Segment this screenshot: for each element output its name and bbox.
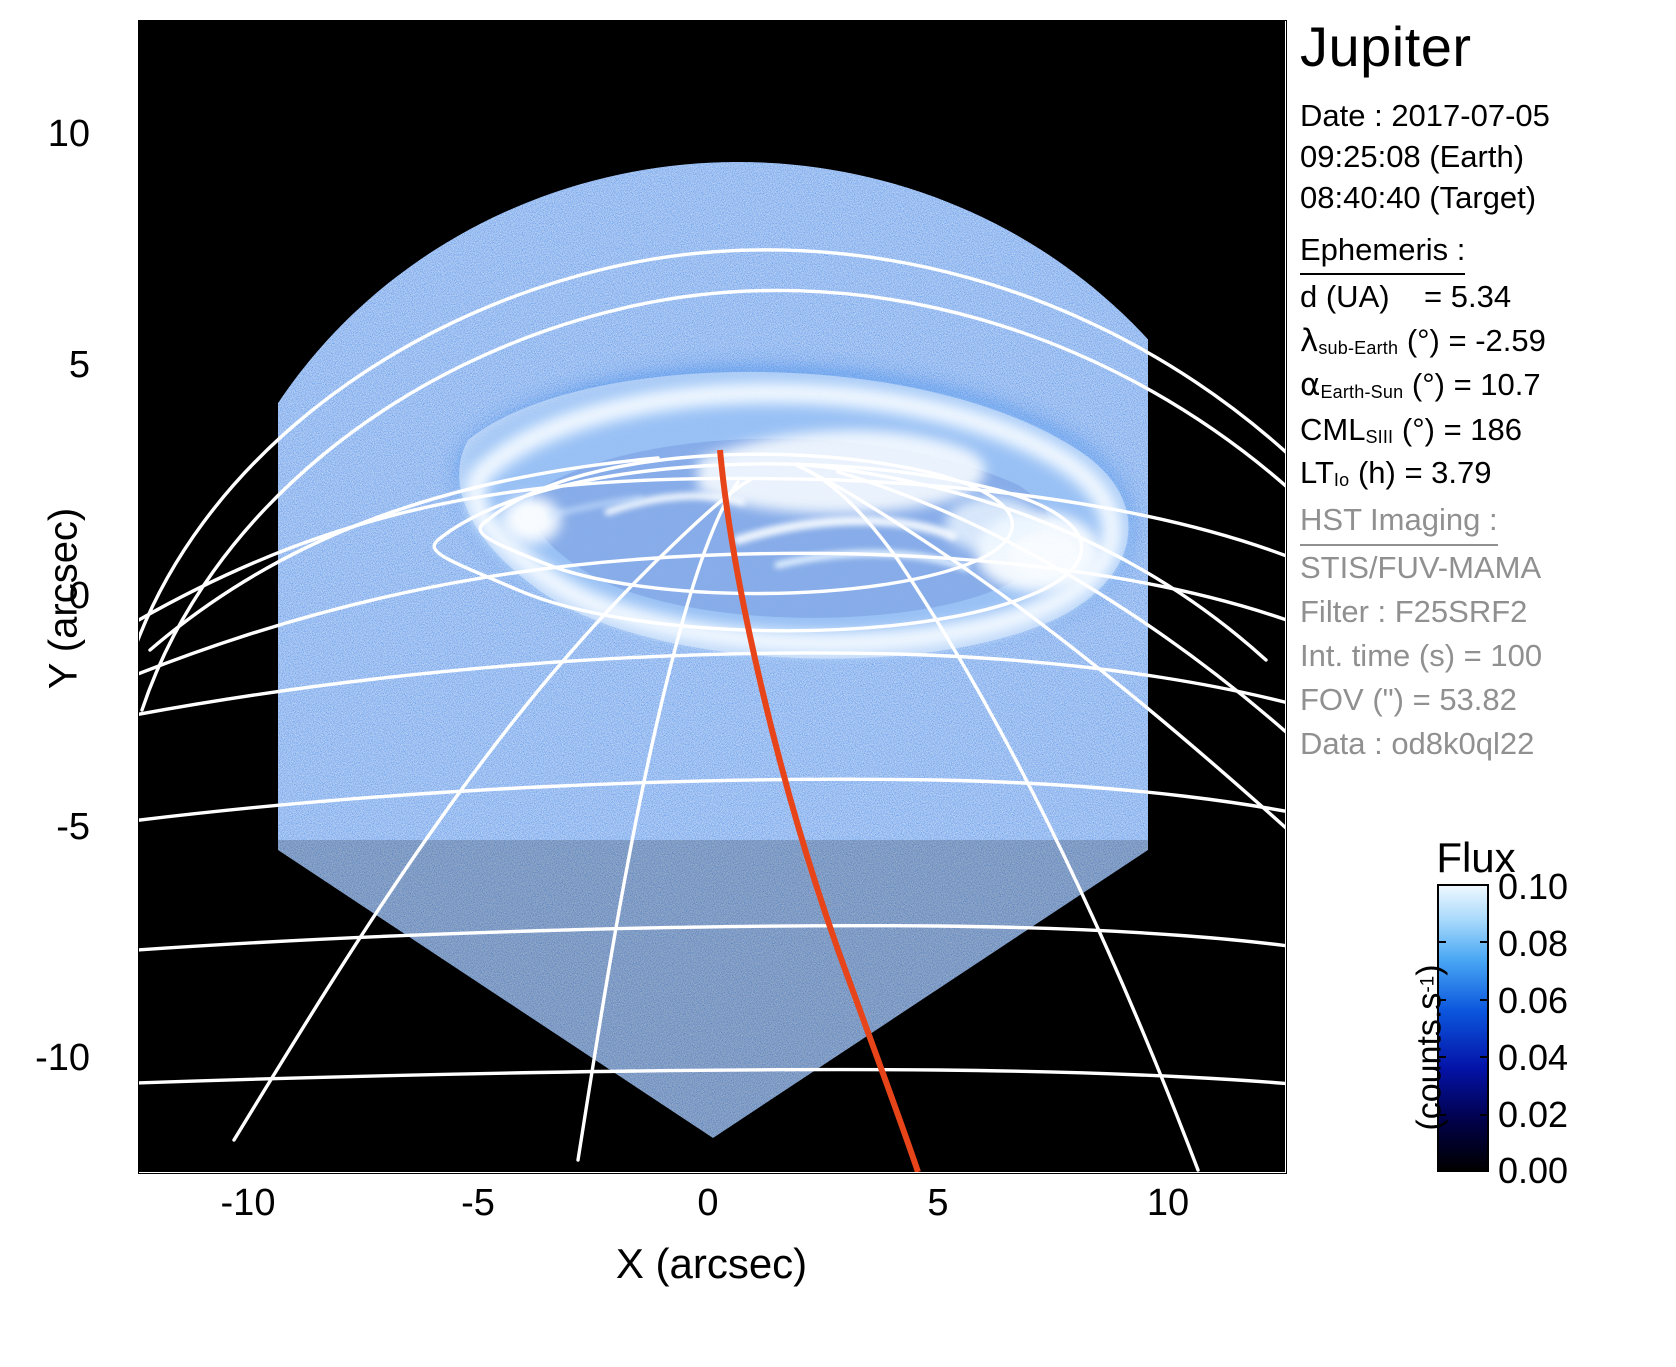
lambda-symbol: λ <box>1300 322 1319 359</box>
ephemeris-io-local-time-row: LTIo (h) = 3.79 <box>1300 451 1546 494</box>
lt-label: LT <box>1300 454 1334 490</box>
cml-subscript: SIII <box>1365 426 1394 447</box>
alpha-subscript: Earth-Sun <box>1320 382 1404 403</box>
x-tick-label: 10 <box>1146 1182 1190 1224</box>
colorbar-unit-text: (counts.s <box>1410 992 1449 1131</box>
planet-disk <box>138 20 1285 1172</box>
y-tick-label: 5 <box>68 344 90 386</box>
distance-label: d (UA) <box>1300 279 1390 315</box>
integration-time-line: Int. time (s) = 100 <box>1300 638 1543 674</box>
ephemeris-cml-row: CMLSIII (°) = 186 <box>1300 408 1546 451</box>
cml-label: CML <box>1300 411 1366 447</box>
y-tick-label: 0 <box>68 575 90 617</box>
date-line: Date : 2017-07-05 <box>1300 98 1550 133</box>
hst-imaging-block: HST Imaging : STIS/FUV-MAMA Filter : F25… <box>1300 498 1542 766</box>
colorbar-unit-label: (counts.s-1) <box>1411 918 1450 1178</box>
observation-date-block: Date : 2017-07-05 09:25:08 (Earth) 08:40… <box>1300 96 1550 219</box>
colorbar-title: Flux <box>1436 834 1516 881</box>
ephemeris-block: Ephemeris : d (UA) = 5.34 λsub-Earth (°)… <box>1300 228 1546 494</box>
ephemeris-phase-angle-row: αEarth-Sun (°) = 10.7 <box>1300 363 1546 407</box>
x-axis-title: X (arcsec) <box>615 1240 808 1287</box>
y-axis-title: Y (arcsec) <box>41 507 86 690</box>
data-id-line: Data : od8k0ql22 <box>1300 726 1535 762</box>
page-title: Jupiter <box>1300 15 1472 78</box>
lambda-value: = -2.59 <box>1448 322 1546 358</box>
x-tick-label: 5 <box>927 1182 949 1224</box>
hst-header: HST Imaging : <box>1300 498 1542 547</box>
hst-header-text: HST Imaging : <box>1300 498 1498 547</box>
colorbar-tick-label: 0.00 <box>1498 1150 1569 1191</box>
ephemeris-header: Ephemeris : <box>1300 228 1546 276</box>
lt-subscript: Io <box>1333 469 1350 490</box>
lt-value: = 3.79 <box>1404 454 1492 490</box>
lambda-unit: (°) <box>1406 322 1440 358</box>
x-tick-label: -10 <box>220 1182 276 1224</box>
cml-unit: (°) <box>1401 411 1435 447</box>
distance-value: = 5.34 <box>1424 279 1512 315</box>
field-of-view-line: FOV (") = 53.82 <box>1300 682 1517 718</box>
filter-line: Filter : F25SRF2 <box>1300 594 1528 630</box>
colorbar-tick-label: 0.02 <box>1498 1094 1569 1135</box>
colorbar-gradient <box>1437 884 1489 1172</box>
alpha-value: = 10.7 <box>1453 367 1541 403</box>
y-tick-label: 10 <box>47 113 90 155</box>
target-time-line: 08:40:40 (Target) <box>1300 179 1537 215</box>
metadata-panel: Jupiter Date : 2017-07-05 09:25:08 (Eart… <box>1300 0 1676 1367</box>
colorbar-ticks <box>1437 884 1489 1172</box>
x-tick-label: 0 <box>697 1182 719 1224</box>
colorbar-tick-label: 0.06 <box>1498 980 1569 1021</box>
y-tick-label: -5 <box>56 806 90 848</box>
x-tick-label: -5 <box>461 1182 495 1224</box>
earth-time-line: 09:25:08 (Earth) <box>1300 138 1525 174</box>
colorbar-tick-label: 0.08 <box>1498 923 1569 964</box>
lt-unit: (h) <box>1357 454 1396 490</box>
cml-value: = 186 <box>1443 411 1523 447</box>
alpha-unit: (°) <box>1411 367 1445 403</box>
alpha-symbol: α <box>1300 367 1321 404</box>
jupiter-fuv-image <box>138 20 1285 1172</box>
aurora-image-svg <box>138 20 1285 1172</box>
lambda-subscript: sub-Earth <box>1318 337 1399 358</box>
colorbar-tick-label: 0.10 <box>1498 866 1569 907</box>
instrument-line: STIS/FUV-MAMA <box>1300 550 1542 586</box>
ephemeris-sub-earth-latitude-row: λsub-Earth (°) = -2.59 <box>1300 319 1546 363</box>
ephemeris-header-text: Ephemeris : <box>1300 228 1466 276</box>
colorbar-unit-exponent: -1 <box>1417 975 1439 993</box>
central-meridian-line <box>717 449 921 1172</box>
ephemeris-distance-row: d (UA) = 5.34 <box>1300 275 1546 318</box>
colorbar-unit-close: ) <box>1410 964 1449 976</box>
colorbar-tick-label: 0.04 <box>1498 1037 1569 1078</box>
y-tick-label: -10 <box>35 1037 90 1079</box>
coordinate-grid-overlay <box>138 248 1285 1172</box>
